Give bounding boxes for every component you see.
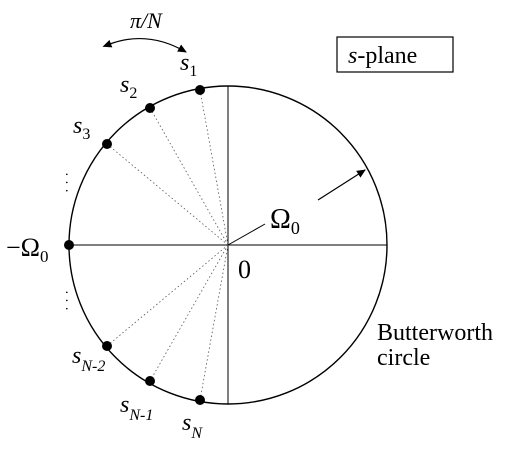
pole-label-sN-1: sN-1 [120, 392, 153, 424]
s-plane-box [336, 36, 454, 73]
s-plane-label: s-plane [348, 43, 417, 69]
radius-leader [227, 223, 266, 246]
circle-label-line1: Butterworth [377, 320, 493, 346]
pole-dot-sN-2 [102, 341, 112, 351]
pole-label-s2: s2 [120, 72, 137, 102]
pole-label-sN-2: sN-2 [72, 343, 105, 375]
circle-label-line2: circle [377, 345, 430, 371]
radius-arrow [317, 169, 366, 201]
pole-label-s3: s3 [73, 113, 90, 143]
ellipsis-upper: · · · [58, 172, 73, 193]
ellipsis-lower: · · · [58, 290, 73, 311]
pole-dot-s1 [195, 85, 205, 95]
pole-ray [199, 89, 229, 246]
pole-ray [149, 107, 229, 246]
pole-ray [106, 143, 229, 246]
pole-ray [149, 244, 229, 382]
neg-radius-label: −Ω0 [6, 233, 49, 266]
origin-label: 0 [238, 255, 251, 284]
pole-label-sN: sN [182, 410, 203, 442]
pole-ray [106, 244, 229, 347]
pole-ray [199, 244, 229, 401]
pole-dot-sN-1 [145, 376, 155, 386]
angle-arc-arrow [102, 37, 187, 53]
pole-dot-neg-omega [64, 240, 74, 250]
pole-label-s1: s1 [180, 50, 197, 80]
pole-dot-s3 [102, 139, 112, 149]
pole-dot-sN [195, 395, 205, 405]
pole-dot-s2 [145, 103, 155, 113]
radius-label: Ω0 [270, 204, 300, 238]
angle-label: π/N [130, 8, 163, 33]
